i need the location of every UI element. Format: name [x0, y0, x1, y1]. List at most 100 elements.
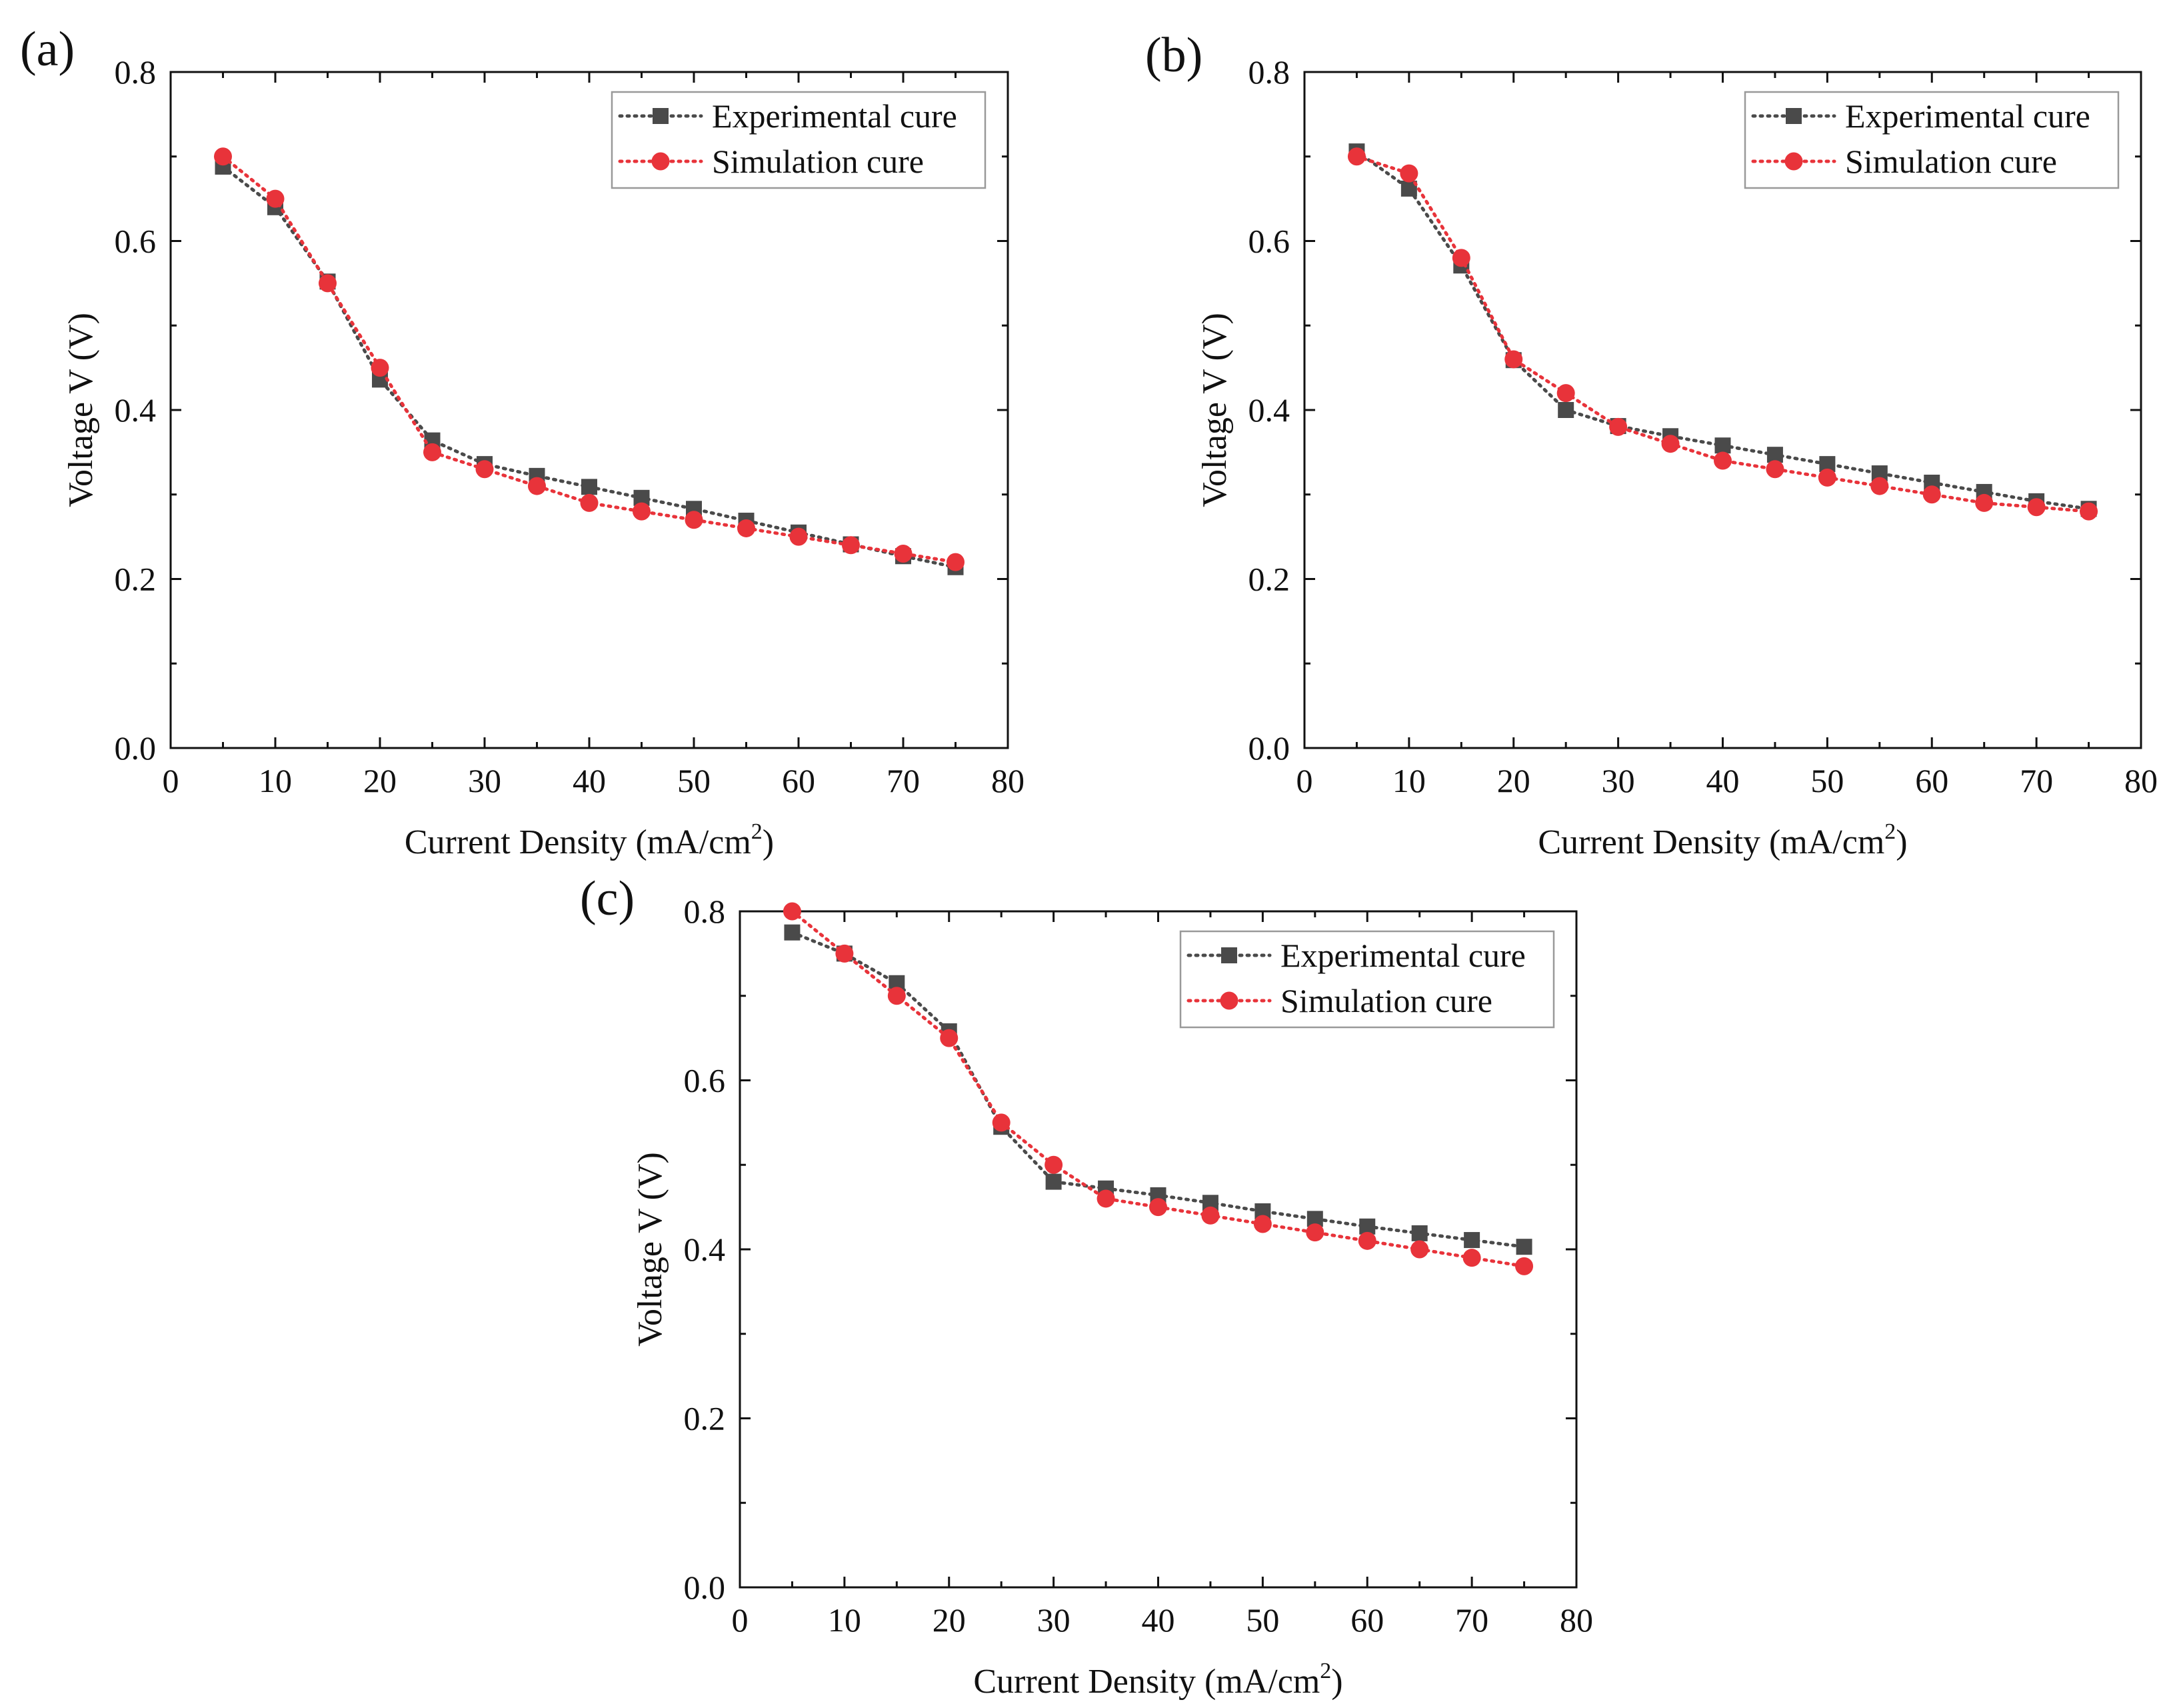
data-point-circle	[1870, 477, 1889, 495]
legend-marker-square	[653, 108, 669, 124]
x-axis-title: Current Density (mA/cm2)	[973, 1659, 1342, 1701]
y-tick-label: 0.2	[1248, 561, 1290, 598]
y-tick-label: 0.6	[1248, 223, 1290, 260]
series-experimental	[215, 158, 964, 575]
x-axis-title-sup: 2	[1884, 819, 1896, 844]
data-point-circle	[1452, 249, 1470, 267]
panel-c: (c) 0 10 20 30 40 50 60 70 80 0.0 0.2 0.4 0.6 0.8 Curre…	[580, 871, 1593, 1701]
x-axis-title-sup: 2	[1320, 1659, 1331, 1683]
x-axis-title-sup: 2	[751, 819, 763, 844]
x-axis-title-close: )	[1896, 823, 1907, 861]
series-simulation	[214, 147, 965, 571]
data-point-square	[1516, 1239, 1532, 1255]
x-tick-label: 40	[1142, 1601, 1175, 1639]
data-point-circle	[1609, 417, 1628, 436]
legend: Experimental cure Simulation cure	[1744, 91, 2120, 189]
legend-label: Experimental cure	[1845, 97, 2090, 135]
data-point-circle	[214, 147, 232, 166]
legend-marker-square	[1221, 947, 1237, 963]
data-point-circle	[1410, 1240, 1429, 1259]
x-axis-title-main: Current Density (mA/cm	[973, 1663, 1320, 1701]
y-axis-title: Voltage V (V)	[62, 313, 100, 507]
x-tick-label: 50	[1810, 762, 1844, 799]
data-point-circle	[1253, 1215, 1272, 1233]
data-point-circle	[789, 527, 808, 546]
data-point-circle	[1975, 493, 1994, 512]
x-tick-label: 20	[363, 762, 397, 799]
data-point-circle	[947, 553, 965, 571]
legend-label: Experimental cure	[1280, 937, 1526, 974]
x-tick-label: 20	[1497, 762, 1530, 799]
data-point-square	[784, 924, 801, 941]
data-point-circle	[371, 359, 389, 377]
series-line	[1354, 155, 2091, 513]
y-tick-label: 0.4	[684, 1231, 726, 1268]
data-point-circle	[1400, 164, 1418, 183]
x-tick-label: 40	[1706, 762, 1740, 799]
data-point-circle	[1306, 1223, 1324, 1242]
x-tick-label: 10	[1392, 762, 1426, 799]
x-tick-label: 0	[732, 1601, 749, 1639]
data-point-circle	[1556, 384, 1575, 403]
x-tick-label: 0	[163, 762, 179, 799]
data-point-circle	[842, 536, 860, 555]
data-point-circle	[423, 443, 441, 461]
data-point-circle	[1714, 451, 1732, 470]
x-tick-label: 30	[1037, 1601, 1071, 1639]
panel-label: (c)	[580, 871, 635, 926]
x-axis-title: Current Density (mA/cm2)	[1538, 819, 1907, 861]
data-point-circle	[887, 987, 906, 1005]
data-point-circle	[580, 493, 599, 512]
data-point-circle	[2027, 498, 2046, 517]
data-point-circle	[894, 544, 913, 563]
x-tick-label: 30	[1602, 762, 1635, 799]
x-tick-label: 80	[1560, 1601, 1593, 1639]
legend-marker-circle	[651, 152, 670, 171]
data-point-circle	[633, 502, 651, 521]
data-point-circle	[1045, 1155, 1063, 1174]
y-tick-label: 0.8	[115, 53, 157, 91]
legend: Experimental cure Simulation cure	[1179, 930, 1555, 1029]
data-point-circle	[2080, 502, 2098, 521]
data-point-circle	[1504, 350, 1523, 369]
data-point-circle	[1661, 435, 1680, 453]
legend-marker-square	[1786, 108, 1802, 124]
panel-label: (a)	[20, 22, 75, 77]
legend-label: Simulation cure	[1280, 982, 1492, 1019]
data-point-square	[1714, 437, 1731, 454]
x-tick-label: 60	[782, 762, 815, 799]
y-tick-label: 0.6	[115, 223, 157, 260]
legend-marker-circle	[1220, 991, 1238, 1010]
y-tick-label: 0.4	[1248, 391, 1290, 429]
data-point-circle	[1462, 1249, 1481, 1267]
legend-box	[1179, 930, 1555, 1029]
panel-label: (b)	[1145, 28, 1202, 83]
x-tick-label: 60	[1915, 762, 1948, 799]
x-tick-label: 50	[1246, 1601, 1279, 1639]
x-tick-label: 30	[468, 762, 501, 799]
data-point-square	[1464, 1232, 1480, 1249]
panel-b: (b) 0 10 20 30 40 50 60 70 80 0.0 0.2 0.4 0.6 0.8 Curre…	[1145, 28, 2158, 861]
y-tick-label: 0.6	[684, 1062, 726, 1099]
data-point-circle	[1149, 1198, 1167, 1217]
data-point-circle	[1515, 1257, 1534, 1275]
data-point-circle	[1347, 147, 1366, 166]
x-tick-label: 50	[677, 762, 711, 799]
series-simulation	[783, 902, 1534, 1275]
data-point-square	[1558, 402, 1574, 418]
data-point-circle	[992, 1113, 1011, 1132]
legend: Experimental cure Simulation cure	[611, 91, 987, 189]
x-tick-label: 60	[1350, 1601, 1384, 1639]
data-point-square	[1766, 447, 1783, 463]
x-axis-title-close: )	[763, 823, 774, 861]
series-experimental	[1348, 143, 2097, 517]
data-point-circle	[1358, 1231, 1376, 1250]
legend-label: Simulation cure	[712, 143, 924, 180]
y-tick-label: 0.0	[115, 729, 157, 767]
x-axis-title: Current Density (mA/cm2)	[405, 819, 774, 861]
x-tick-label: 10	[828, 1601, 861, 1639]
legend-box	[1744, 91, 2120, 189]
data-point-circle	[737, 519, 755, 537]
legend-label: Experimental cure	[712, 97, 957, 135]
